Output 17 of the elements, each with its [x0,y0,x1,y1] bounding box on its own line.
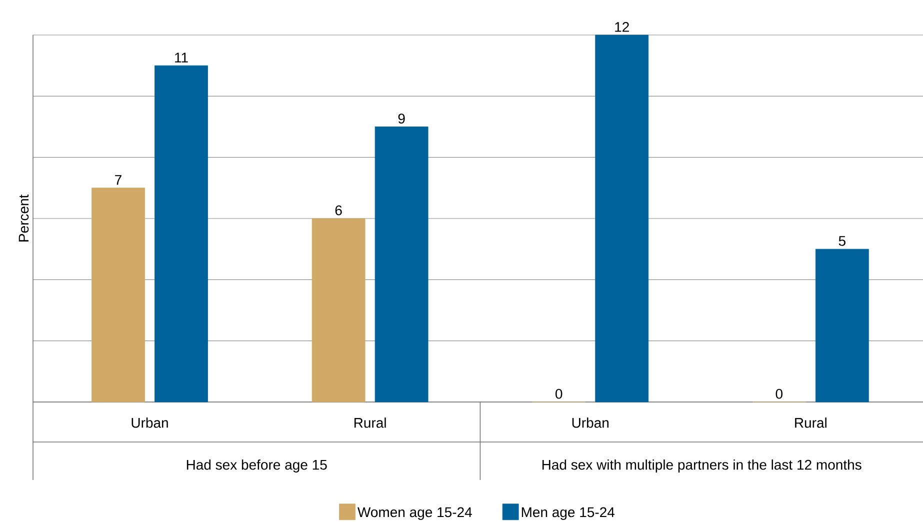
y-axis-title: Percent [18,194,29,242]
text: Had sex before age 15 [186,459,327,473]
data-label: 6 [335,205,342,216]
data-label: 9 [398,114,405,124]
text: Had sex with multiple partners in the last 12 months [542,459,862,473]
legend-label: Women age 15-24 [358,507,472,520]
data-label: 7 [115,175,122,185]
data-label: 11 [175,52,188,62]
x-tick-label: Rural [795,418,826,428]
x-tick-label: Urban [572,418,609,428]
x-tick-label: Rural [354,418,386,428]
x-tick-label: Urban [132,418,168,428]
data-label: 12 [615,22,629,32]
data-label: 0 [556,388,562,399]
data-label: 0 [776,388,782,399]
data-label: 5 [838,236,846,246]
legend-label: Men age 15-24 [522,507,615,520]
